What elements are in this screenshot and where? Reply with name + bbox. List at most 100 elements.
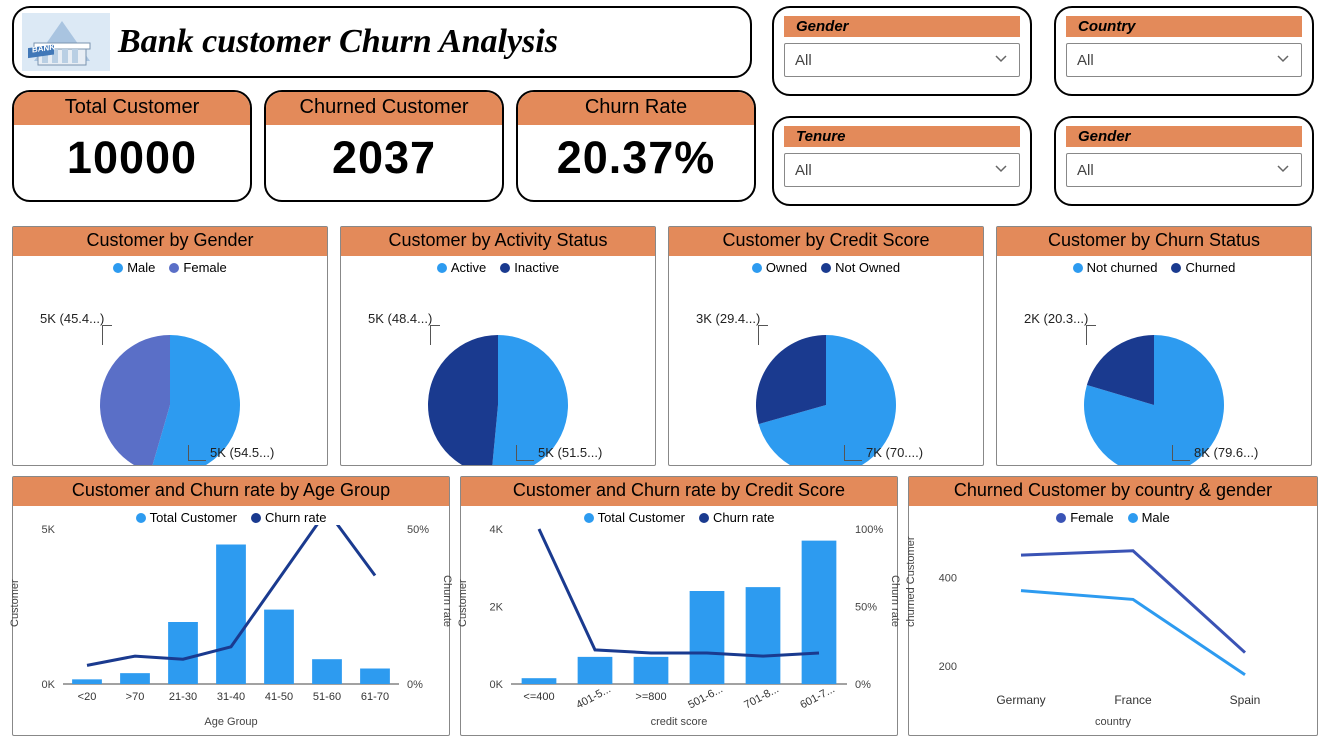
metric-label: Churned Customer xyxy=(266,92,502,125)
svg-text:5K: 5K xyxy=(42,525,56,536)
metric-total-customer: Total Customer 10000 xyxy=(12,90,252,202)
slicer-label: Gender xyxy=(784,16,1020,37)
metric-churned-customer: Churned Customer 2037 xyxy=(264,90,504,202)
slicer-gender2: Gender All xyxy=(1054,116,1314,206)
slicer-dropdown[interactable]: All xyxy=(1066,153,1302,187)
chart-age-group: Customer and Churn rate by Age Group Tota… xyxy=(12,476,450,736)
svg-text:>70: >70 xyxy=(126,691,145,703)
metric-label: Total Customer xyxy=(14,92,250,125)
svg-text:61-70: 61-70 xyxy=(361,691,389,703)
metric-churn-rate: Churn Rate 20.37% xyxy=(516,90,756,202)
legend-item: Male xyxy=(113,260,155,275)
legend: Not churned Churned xyxy=(997,260,1311,275)
slicer-tenure: Tenure All xyxy=(772,116,1032,206)
pie-label: 5K (48.4...) xyxy=(368,311,432,326)
legend-item: Male xyxy=(1128,510,1170,525)
pie-label: 5K (51.5...) xyxy=(538,445,602,460)
svg-text:21-30: 21-30 xyxy=(169,691,197,703)
slicer-gender: Gender All xyxy=(772,6,1032,96)
pie-label: 3K (29.4...) xyxy=(696,311,760,326)
svg-text:200: 200 xyxy=(939,661,957,673)
svg-text:400: 400 xyxy=(939,572,957,584)
svg-text:41-50: 41-50 xyxy=(265,691,293,703)
legend-item: Female xyxy=(169,260,226,275)
slicer-label: Country xyxy=(1066,16,1302,37)
legend: Total Customer Churn rate xyxy=(461,510,897,525)
svg-text:2K: 2K xyxy=(490,602,504,614)
svg-text:51-60: 51-60 xyxy=(313,691,341,703)
legend-item: Not Owned xyxy=(821,260,900,275)
legend-item: Churned xyxy=(1171,260,1235,275)
legend-item: Churn rate xyxy=(251,510,326,525)
legend-item: Female xyxy=(1056,510,1113,525)
legend: Female Male xyxy=(909,510,1317,525)
svg-text:701-8...: 701-8... xyxy=(742,683,781,711)
legend-item: Total Customer xyxy=(136,510,237,525)
chart-customer-by-activity: Customer by Activity Status Active Inactiv… xyxy=(340,226,656,466)
chart-customer-by-churn: Customer by Churn Status Not churned Churn… xyxy=(996,226,1312,466)
slicer-label: Tenure xyxy=(784,126,1020,147)
slicer-value: All xyxy=(1077,52,1094,69)
legend: Total Customer Churn rate xyxy=(13,510,449,525)
metric-value: 2037 xyxy=(266,125,502,184)
pie-label: 7K (70....) xyxy=(866,445,923,460)
chart-title: Customer and Churn rate by Credit Score xyxy=(461,477,897,506)
chart-title: Customer by Churn Status xyxy=(997,227,1311,256)
metric-value: 10000 xyxy=(14,125,250,184)
svg-text:501-6...: 501-6... xyxy=(686,683,725,711)
legend-item: Inactive xyxy=(500,260,559,275)
slicer-value: All xyxy=(795,52,812,69)
legend-item: Owned xyxy=(752,260,807,275)
metric-value: 20.37% xyxy=(518,125,754,184)
svg-text:601-7...: 601-7... xyxy=(798,683,837,711)
svg-text:31-40: 31-40 xyxy=(217,691,245,703)
chart-title: Customer and Churn rate by Age Group xyxy=(13,477,449,506)
slicer-dropdown[interactable]: All xyxy=(784,153,1020,187)
svg-text:100%: 100% xyxy=(855,525,883,536)
svg-text:0K: 0K xyxy=(490,679,504,691)
svg-text:0%: 0% xyxy=(407,679,423,691)
chevron-down-icon xyxy=(993,160,1009,180)
svg-text:Germany: Germany xyxy=(996,693,1045,707)
slicer-label: Gender xyxy=(1066,126,1302,147)
chevron-down-icon xyxy=(1275,50,1291,70)
chart-title: Customer by Gender xyxy=(13,227,327,256)
legend-item: Not churned xyxy=(1073,260,1158,275)
legend: Male Female xyxy=(13,260,327,275)
pie-label: 5K (54.5...) xyxy=(210,445,274,460)
title-card: BANK Bank customer Churn Analysis xyxy=(12,6,752,78)
svg-text:<20: <20 xyxy=(78,691,97,703)
dashboard-title: Bank customer Churn Analysis xyxy=(118,23,558,61)
slicer-value: All xyxy=(1077,162,1094,179)
legend-item: Churn rate xyxy=(699,510,774,525)
legend: Owned Not Owned xyxy=(669,260,983,275)
svg-text:50%: 50% xyxy=(855,602,877,614)
legend-item: Active xyxy=(437,260,486,275)
chevron-down-icon xyxy=(993,50,1009,70)
chart-credit-score: Customer and Churn rate by Credit Score T… xyxy=(460,476,898,736)
slicer-dropdown[interactable]: All xyxy=(1066,43,1302,77)
slicer-country: Country All xyxy=(1054,6,1314,96)
slicer-value: All xyxy=(795,162,812,179)
chevron-down-icon xyxy=(1275,160,1291,180)
svg-text:4K: 4K xyxy=(490,525,504,536)
pie-label: 5K (45.4...) xyxy=(40,311,104,326)
pie-label: 2K (20.3...) xyxy=(1024,311,1088,326)
svg-text:50%: 50% xyxy=(407,525,429,536)
svg-text:0K: 0K xyxy=(42,679,56,691)
bank-logo-icon: BANK xyxy=(22,13,110,71)
chart-customer-by-gender: Customer by Gender Male Female 5K (45.4...)… xyxy=(12,226,328,466)
chart-title: Churned Customer by country & gender xyxy=(909,477,1317,506)
chart-title: Customer by Credit Score xyxy=(669,227,983,256)
legend-item: Total Customer xyxy=(584,510,685,525)
svg-text:Spain: Spain xyxy=(1230,693,1261,707)
slicer-dropdown[interactable]: All xyxy=(784,43,1020,77)
legend: Active Inactive xyxy=(341,260,655,275)
svg-text:0%: 0% xyxy=(855,679,871,691)
chart-customer-by-credit: Customer by Credit Score Owned Not Owned 3K… xyxy=(668,226,984,466)
svg-text:France: France xyxy=(1114,693,1152,707)
chart-country-gender: Churned Customer by country & gender Fema… xyxy=(908,476,1318,736)
chart-title: Customer by Activity Status xyxy=(341,227,655,256)
svg-text:>=800: >=800 xyxy=(635,691,666,703)
svg-text:<=400: <=400 xyxy=(523,691,554,703)
